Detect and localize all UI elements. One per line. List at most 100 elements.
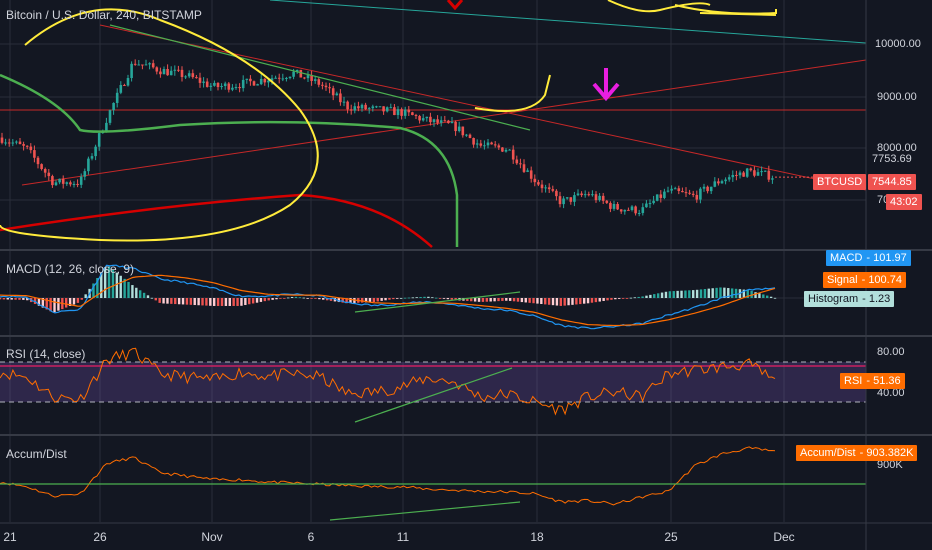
candle-body <box>634 206 637 214</box>
chart-title[interactable]: Bitcoin / U.S. Dollar, 240, BITSTAMP <box>6 8 202 22</box>
candle-body <box>227 83 231 90</box>
candle-body <box>144 64 148 66</box>
candle-body <box>447 120 450 124</box>
macd-histogram-bar <box>209 298 212 306</box>
macd-histogram-bar <box>540 298 543 305</box>
candle-body <box>83 171 87 177</box>
macd-histogram-bar <box>598 298 601 302</box>
candle-body <box>97 133 101 147</box>
macd-histogram-bar <box>727 288 730 298</box>
candle-body <box>616 203 619 210</box>
macd-histogram-bar <box>586 298 590 304</box>
candle-body <box>609 202 612 209</box>
macd-histogram-bar <box>590 298 594 303</box>
red-curve-drawing <box>0 193 433 248</box>
macd-histogram-bar <box>37 298 41 306</box>
candle-body <box>767 170 771 180</box>
macd-histogram-bar <box>150 297 154 299</box>
macd-histogram-bar <box>411 297 415 299</box>
green-curve-drawing <box>0 73 459 247</box>
macd-histogram-bar <box>730 288 734 298</box>
candle-body <box>292 71 295 77</box>
macd-histogram-bar <box>438 298 442 299</box>
macd-histogram-bar <box>286 297 290 299</box>
macd-histogram-bar <box>322 298 325 300</box>
candle-body <box>483 145 486 147</box>
candle-body <box>205 81 209 87</box>
macd-title[interactable]: MACD (12, 26, close, 9) <box>6 262 135 276</box>
candle-body <box>177 69 180 71</box>
candle-body <box>375 106 378 108</box>
candle-body <box>130 63 133 79</box>
macd-histogram-bar <box>283 298 286 299</box>
price-tag: 7544.85 <box>868 174 916 190</box>
candle-body <box>22 144 25 146</box>
macd-histogram-bar <box>399 297 403 299</box>
symbol-tag: BTCUSD <box>813 174 867 190</box>
candle-body <box>738 172 742 176</box>
macd-histogram-bar <box>271 298 274 300</box>
candle-body <box>576 193 580 196</box>
candle-body <box>61 178 65 184</box>
macd-histogram-bar <box>703 289 707 298</box>
macd-histogram-bar <box>6 298 9 300</box>
candle-body <box>69 182 72 185</box>
macd-histogram-bar <box>154 298 157 301</box>
candle-body <box>457 126 461 132</box>
candle-body <box>162 69 166 75</box>
macd-histogram-bar <box>96 278 99 298</box>
candle-body <box>141 64 144 66</box>
candle-body <box>753 170 756 176</box>
candle-body <box>655 194 659 201</box>
candle-body <box>684 192 688 194</box>
histogram-value-tag: Histogram - 1.23 <box>804 291 895 307</box>
macd-histogram-bar <box>555 298 559 306</box>
candle-body <box>605 200 609 203</box>
macd-histogram-bar <box>676 290 679 298</box>
macd-histogram-bar <box>536 298 539 304</box>
macd-histogram-bar <box>520 298 524 303</box>
descending-trendline <box>99 24 867 191</box>
candle-body <box>695 194 699 200</box>
candle-body <box>749 168 753 171</box>
candle-body <box>468 134 472 139</box>
accum-title[interactable]: Accum/Dist <box>6 447 67 461</box>
macd-sep: - <box>866 252 874 264</box>
rsi-line <box>0 347 776 416</box>
candle-body <box>504 149 508 152</box>
macd-histogram-bar <box>470 298 473 302</box>
candle-body <box>331 88 335 96</box>
candle-body <box>493 144 497 146</box>
candle-body <box>166 69 169 76</box>
candle-body <box>40 164 43 170</box>
candle-body <box>490 142 493 145</box>
candle-body <box>105 122 108 132</box>
macd-histogram-bar <box>532 298 535 304</box>
rsi-title[interactable]: RSI (14, close) <box>6 347 86 361</box>
macd-histogram-bar <box>57 298 60 311</box>
candle-body <box>382 106 385 112</box>
macd-histogram-bar <box>294 296 298 298</box>
red-arrow-drawing <box>446 0 464 11</box>
yellow-circle-drawing <box>0 8 319 242</box>
macd-label: MACD <box>830 252 863 264</box>
candle-body <box>155 67 159 72</box>
rsi-value-tag: RSI - 51.36 <box>840 373 905 389</box>
current-price-tag: 7753.69 <box>868 151 916 167</box>
macd-histogram-bar <box>360 298 364 303</box>
signal-value-tag: Signal - 100.74 <box>823 272 906 288</box>
macd-histogram-bar <box>442 298 446 299</box>
macd-histogram-bar <box>174 298 177 305</box>
candle-body <box>681 191 684 193</box>
macd-histogram-bar <box>407 297 411 299</box>
candle-body <box>562 198 565 205</box>
candle-body <box>670 188 673 191</box>
macd-histogram-bar <box>127 281 130 298</box>
macd-histogram-bar <box>431 297 434 299</box>
macd-histogram-bar <box>695 289 699 298</box>
candle-body <box>479 143 483 146</box>
candle-body <box>25 145 29 147</box>
macd-histogram-bar <box>45 298 48 310</box>
macd-histogram-bar <box>579 298 582 305</box>
